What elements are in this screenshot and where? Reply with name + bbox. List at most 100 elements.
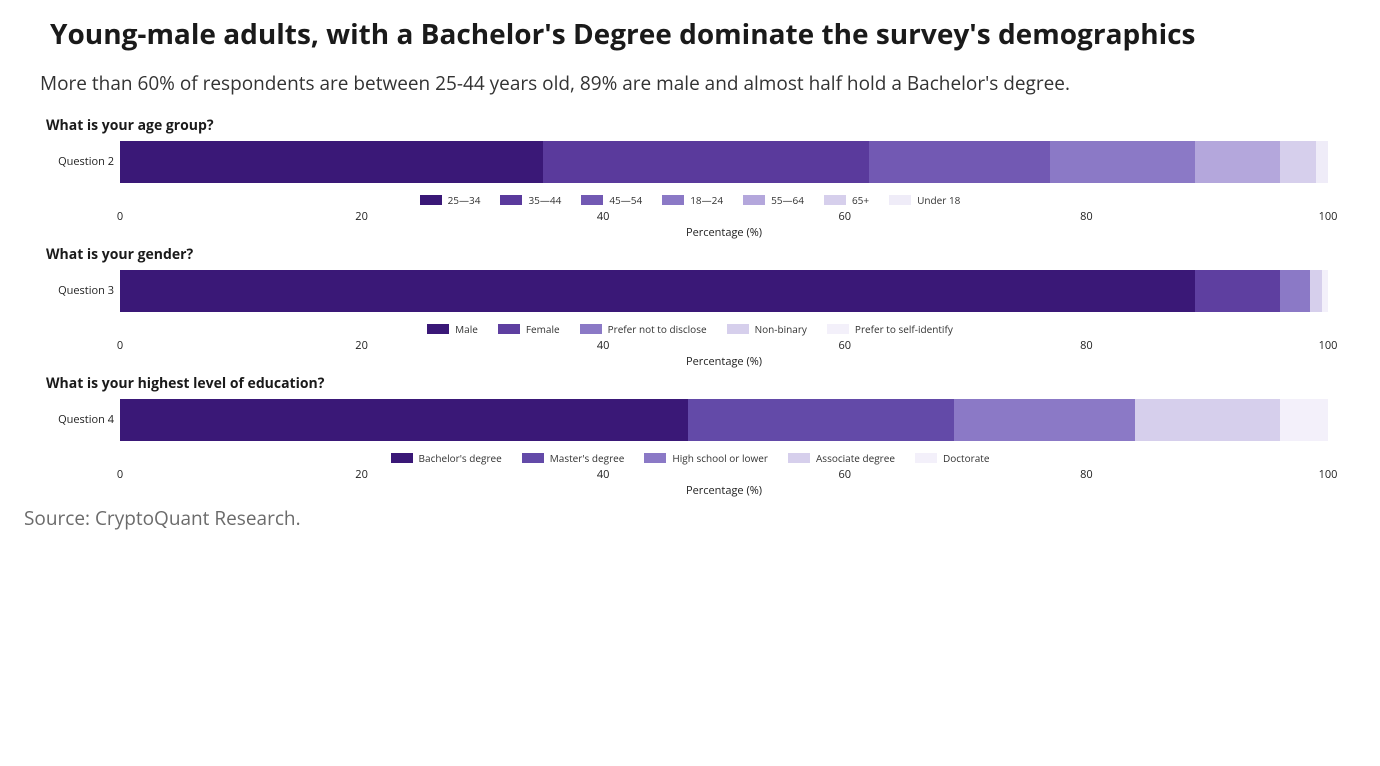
legend-item: Prefer to self-identify xyxy=(827,322,953,336)
bar-segment xyxy=(869,141,1050,183)
x-tick: 40 xyxy=(597,338,610,353)
chart-title: What is your highest level of education? xyxy=(46,374,1356,393)
legend-label: 45—54 xyxy=(609,193,642,207)
x-tick: 0 xyxy=(117,338,123,353)
legend-label: Female xyxy=(526,322,560,336)
x-tick: 80 xyxy=(1080,467,1093,482)
x-tick: 20 xyxy=(355,338,368,353)
chart-block: What is your gender? Question 3 Male Female… xyxy=(24,245,1356,370)
x-tick: 60 xyxy=(839,467,852,482)
legend-label: 55—64 xyxy=(771,193,804,207)
chart-legend: Male Female Prefer not to disclose Non-bina… xyxy=(24,322,1356,336)
legend-label: 18—24 xyxy=(690,193,723,207)
x-tick: 60 xyxy=(839,338,852,353)
x-tick: 80 xyxy=(1080,338,1093,353)
legend-swatch xyxy=(743,195,765,205)
legend-label: 25—34 xyxy=(448,193,481,207)
legend-swatch xyxy=(391,453,413,463)
legend-label: 35—44 xyxy=(528,193,561,207)
legend-item: Associate degree xyxy=(788,451,895,465)
x-axis-label: Percentage (%) xyxy=(686,483,762,498)
bar-track xyxy=(120,399,1328,441)
legend-swatch xyxy=(581,195,603,205)
legend-item: 55—64 xyxy=(743,193,804,207)
bar-row: Question 4 xyxy=(46,399,1356,441)
bar-track xyxy=(120,141,1328,183)
bar-segment xyxy=(954,399,1135,441)
legend-item: Doctorate xyxy=(915,451,989,465)
x-tick: 20 xyxy=(355,209,368,224)
bar-row: Question 2 xyxy=(46,141,1356,183)
x-tick: 40 xyxy=(597,209,610,224)
legend-swatch xyxy=(889,195,911,205)
x-axis-label: Percentage (%) xyxy=(686,354,762,369)
legend-swatch xyxy=(427,324,449,334)
x-tick: 100 xyxy=(1319,338,1338,353)
x-tick: 80 xyxy=(1080,209,1093,224)
bar-track xyxy=(120,270,1328,312)
bar-segment xyxy=(1135,399,1280,441)
x-axis: 020406080100Percentage (%) xyxy=(120,467,1328,499)
legend-item: 35—44 xyxy=(500,193,561,207)
x-tick: 0 xyxy=(117,209,123,224)
legend-swatch xyxy=(420,195,442,205)
bar-segment xyxy=(688,399,954,441)
legend-swatch xyxy=(727,324,749,334)
legend-item: Under 18 xyxy=(889,193,960,207)
chart-legend: Bachelor's degreeMaster's degreeHigh sch… xyxy=(24,451,1356,465)
legend-item: Bachelor's degree xyxy=(391,451,502,465)
bar-row: Question 3 xyxy=(46,270,1356,312)
x-axis-label: Percentage (%) xyxy=(686,225,762,240)
bar-segment xyxy=(120,399,688,441)
legend-label: Associate degree xyxy=(816,451,895,465)
legend-label: Bachelor's degree xyxy=(419,451,502,465)
legend-label: Doctorate xyxy=(943,451,989,465)
x-tick: 100 xyxy=(1319,467,1338,482)
chart-title: What is your age group? xyxy=(46,116,1356,135)
bar-segment xyxy=(1316,141,1328,183)
legend-item: 25—34 xyxy=(420,193,481,207)
x-tick: 20 xyxy=(355,467,368,482)
legend-item: Master's degree xyxy=(522,451,625,465)
x-axis: 020406080100Percentage (%) xyxy=(120,209,1328,241)
legend-swatch xyxy=(827,324,849,334)
legend-item: Female xyxy=(498,322,560,336)
legend-swatch xyxy=(915,453,937,463)
bar-segment xyxy=(120,270,1195,312)
legend-swatch xyxy=(662,195,684,205)
legend-swatch xyxy=(522,453,544,463)
chart-title: What is your gender? xyxy=(46,245,1356,264)
bar-segment xyxy=(1280,141,1316,183)
legend-label: Prefer to self-identify xyxy=(855,322,953,336)
page-title: Young-male adults, with a Bachelor's Deg… xyxy=(50,18,1250,52)
legend-swatch xyxy=(500,195,522,205)
bar-ylabel: Question 2 xyxy=(46,154,120,169)
legend-label: Male xyxy=(455,322,478,336)
legend-item: 18—24 xyxy=(662,193,723,207)
x-axis: 020406080100Percentage (%) xyxy=(120,338,1328,370)
legend-label: Prefer not to disclose xyxy=(608,322,707,336)
legend-item: Non-binary xyxy=(727,322,807,336)
legend-item: Male xyxy=(427,322,478,336)
bar-segment xyxy=(1195,270,1280,312)
bar-ylabel: Question 3 xyxy=(46,283,120,298)
legend-label: 65+ xyxy=(852,193,869,207)
bar-segment xyxy=(1195,141,1280,183)
legend-item: 45—54 xyxy=(581,193,642,207)
legend-label: Master's degree xyxy=(550,451,625,465)
bar-segment xyxy=(1280,270,1310,312)
legend-swatch xyxy=(580,324,602,334)
x-tick: 60 xyxy=(839,209,852,224)
legend-item: 65+ xyxy=(824,193,869,207)
bar-ylabel: Question 4 xyxy=(46,412,120,427)
legend-swatch xyxy=(824,195,846,205)
x-tick: 0 xyxy=(117,467,123,482)
legend-label: Non-binary xyxy=(755,322,807,336)
chart-legend: 25—34 35—44 45—54 18—24 55—64 65+ Under 18 xyxy=(24,193,1356,207)
bar-segment xyxy=(120,141,543,183)
page-subtitle: More than 60% of respondents are between… xyxy=(40,70,1356,96)
bar-segment xyxy=(1050,141,1195,183)
charts-container: What is your age group? Question 2 25—34 35… xyxy=(24,116,1356,499)
legend-label: Under 18 xyxy=(917,193,960,207)
legend-swatch xyxy=(788,453,810,463)
